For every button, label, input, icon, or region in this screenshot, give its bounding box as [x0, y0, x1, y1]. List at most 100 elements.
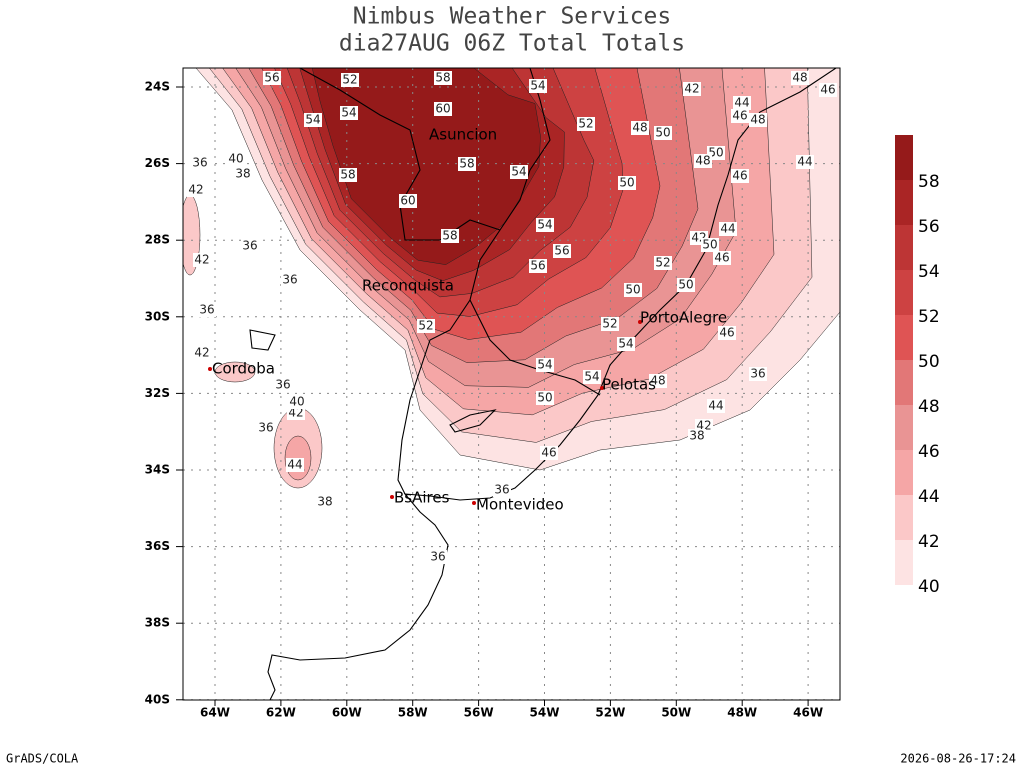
- contour-label-bg: [339, 168, 357, 182]
- contour-label-bg: [583, 370, 601, 384]
- contour-label-bg: [749, 367, 767, 381]
- contour-label-bg: [429, 550, 447, 564]
- lon-label: 58W: [398, 706, 428, 720]
- colorbar-band: [895, 315, 913, 360]
- colorbar-band: [895, 270, 913, 315]
- contour-label-bg: [227, 152, 245, 166]
- contour-label-bg: [316, 495, 334, 509]
- contour-label: 50: [625, 283, 640, 297]
- contour-label: 46: [714, 251, 729, 265]
- city-marker: [638, 320, 642, 324]
- contour-label-bg: [654, 256, 672, 270]
- border: [249, 329, 497, 433]
- colorbar-label: 54: [918, 262, 940, 282]
- colorbar-label: 48: [918, 397, 940, 417]
- contour-label: 42: [194, 253, 209, 267]
- contour-label: 36: [242, 239, 257, 253]
- lat-label: 40S: [145, 692, 170, 706]
- subtitle: dia27AUG 06Z Total Totals: [339, 31, 685, 57]
- contour-label-bg: [577, 117, 595, 131]
- contour-label-bg: [707, 399, 725, 413]
- contour-label: 46: [541, 446, 556, 460]
- contour-label-bg: [286, 458, 304, 472]
- contour-label: 38: [235, 167, 250, 181]
- colorbar-band: [895, 135, 913, 180]
- contour-label-bg: [191, 156, 209, 170]
- contour-label-bg: [417, 319, 435, 333]
- contour-label: 50: [655, 126, 670, 140]
- coastlines: [249, 68, 837, 700]
- contour-label: 60: [400, 194, 415, 208]
- contour-label: 52: [602, 317, 617, 331]
- contour-label-bg: [688, 429, 706, 443]
- colorbar-label: 40: [918, 577, 940, 597]
- colorbar-label: 58: [918, 172, 940, 192]
- contour-label: 42: [684, 82, 699, 96]
- lon-label: 60W: [332, 706, 362, 720]
- title: Nimbus Weather Services: [353, 4, 672, 30]
- contour-label-bg: [713, 251, 731, 265]
- contour-label: 52: [342, 73, 357, 87]
- contour-label: 46: [732, 109, 747, 123]
- contour-label: 50: [708, 146, 723, 160]
- contour-label: 54: [537, 218, 552, 232]
- lat-label: 24S: [145, 80, 170, 94]
- lat-label: 38S: [145, 616, 170, 630]
- contour-label-bg: [649, 374, 667, 388]
- contour-label: 58: [435, 71, 450, 85]
- contour-label-bg: [618, 176, 636, 190]
- lat-label: 26S: [145, 156, 170, 170]
- contour-label-bg: [719, 222, 737, 236]
- contour-label: 46: [820, 83, 835, 97]
- footer-right: 2026-08-26-17:24: [900, 752, 1016, 766]
- contour-label: 60: [435, 102, 450, 116]
- contour-label: 48: [632, 121, 647, 135]
- contour-label: 36: [430, 550, 445, 564]
- lon-label: 50W: [661, 706, 691, 720]
- contour-label: 46: [719, 326, 734, 340]
- contour-fills: [183, 68, 840, 489]
- contour-label-bg: [340, 106, 358, 120]
- colorbar-label: 42: [918, 532, 940, 552]
- contour-label: 54: [584, 370, 599, 384]
- contour-label: 38: [317, 495, 332, 509]
- colorbar-label: 56: [918, 217, 940, 237]
- contour-label: 42: [194, 346, 209, 360]
- contour-label-bg: [749, 113, 767, 127]
- contour-label: 40: [289, 395, 304, 409]
- contour-label-bg: [624, 283, 642, 297]
- city-label: BsAires: [394, 489, 450, 507]
- contour-label: 54: [511, 165, 526, 179]
- contour-label: 42: [188, 183, 203, 197]
- contour-label-bg: [553, 244, 571, 258]
- contour-label: 48: [695, 154, 710, 168]
- lon-label: 54W: [530, 706, 560, 720]
- lon-label: 64W: [200, 706, 230, 720]
- colorbar-band: [895, 360, 913, 405]
- contour-label-bg: [399, 194, 417, 208]
- colorbar-label: 52: [918, 307, 940, 327]
- coastline: [267, 68, 837, 700]
- contour-label: 56: [530, 259, 545, 273]
- contour-label-bg: [281, 273, 299, 287]
- contour-label: 56: [554, 244, 569, 258]
- contour-label-bg: [536, 391, 554, 405]
- contour-label-bg: [493, 483, 511, 497]
- contour-label: 36: [258, 421, 273, 435]
- lat-label: 30S: [145, 309, 170, 323]
- lon-label: 56W: [464, 706, 494, 720]
- contour-label-bg: [288, 395, 306, 409]
- contour-label: 54: [341, 106, 356, 120]
- contour-label: 44: [797, 155, 812, 169]
- contour-label: 48: [792, 71, 807, 85]
- contour-label-bg: [631, 121, 649, 135]
- city-marker: [600, 386, 604, 390]
- contour-label-bg: [796, 155, 814, 169]
- contour-label-bg: [304, 113, 322, 127]
- colorbar-band: [895, 405, 913, 450]
- lon-label: 46W: [793, 706, 823, 720]
- colorbar-band: [895, 495, 913, 540]
- contour-label-bg: [263, 71, 281, 85]
- cities: Asuncion Reconquista Cordoba PortoAlegre Pel…: [208, 126, 727, 514]
- contour-label: 36: [494, 483, 509, 497]
